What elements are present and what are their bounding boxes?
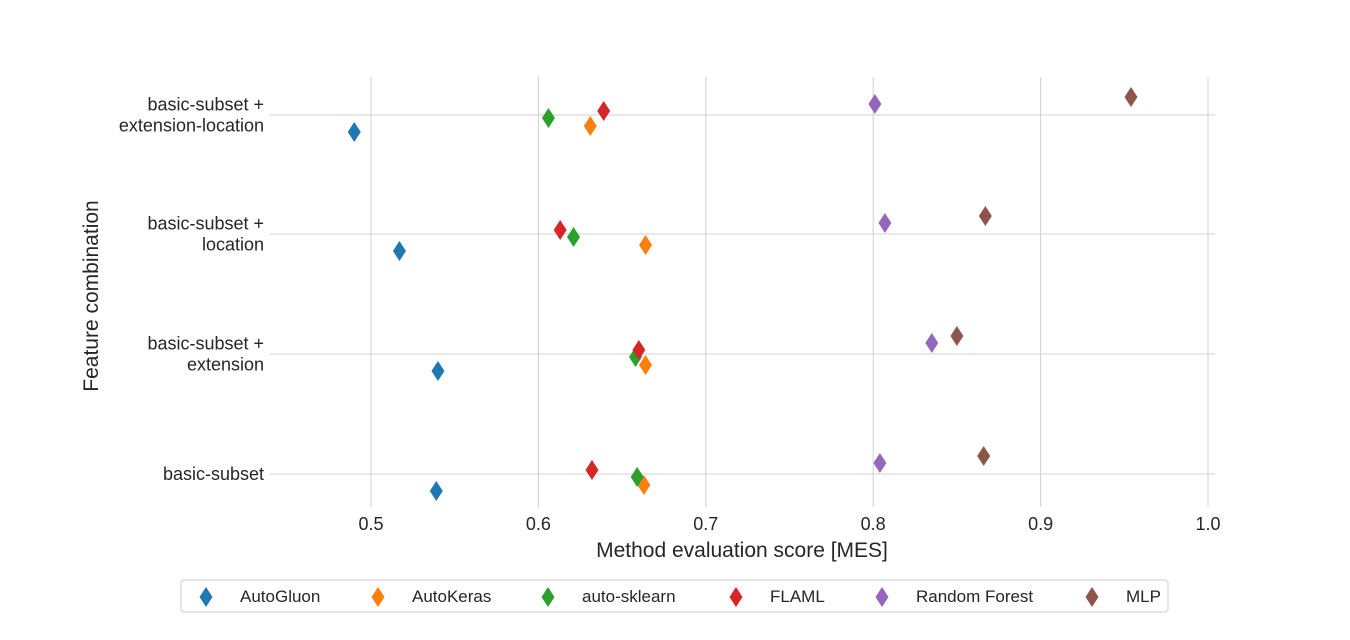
y-tick-label: basic-subset + [147,95,264,115]
data-point-autogluon [392,241,406,261]
legend-label: AutoGluon [240,587,320,606]
legend-marker [1085,587,1099,607]
data-point-flaml [632,340,646,360]
data-point-autokeras [639,235,653,255]
legend: AutoGluon AutoKeras auto-sklearn FLAML Rando… [180,579,1169,613]
legend-label: MLP [1126,587,1161,606]
data-point-flaml [597,101,611,121]
legend-label: AutoKeras [412,587,491,606]
data-point-random-forest [925,333,939,353]
data-point-mlp [977,446,991,466]
data-point-random-forest [868,94,882,114]
legend-frame [180,579,1169,613]
legend-label: Random Forest [916,587,1033,606]
x-tick-label: 0.7 [693,514,718,534]
data-point-random-forest [878,213,892,233]
y-axis-label: Feature combination [80,200,103,391]
data-point-flaml [553,220,567,240]
y-tick-label: extension [187,355,264,375]
data-point-flaml [585,460,599,480]
legend-marker [199,587,213,607]
grid [270,77,1215,507]
x-tick-label: 1.0 [1195,514,1220,534]
y-tick-label: basic-subset + [147,334,264,354]
data-point-auto-sklearn [541,108,555,128]
data-point-autogluon [431,361,445,381]
data-point-auto-sklearn [630,467,644,487]
x-axis-label: Method evaluation score [MES] [596,539,888,562]
x-tick-label: 0.6 [526,514,551,534]
data-point-autogluon [347,122,361,142]
y-tick-label: extension-location [119,116,264,136]
legend-marker [875,587,889,607]
legend-label: FLAML [770,587,825,606]
y-tick-label: basic-subset + [147,214,264,234]
y-tick-label: location [202,235,264,255]
y-tick-labels: basic-subset +extension-locationbasic-su… [119,95,264,485]
data-point-mlp [978,206,992,226]
legend-marker [371,587,385,607]
data-point-random-forest [873,453,887,473]
x-tick-labels: 0.5 0.6 0.7 0.8 0.9 1.0 [358,514,1220,534]
x-tick-label: 0.5 [358,514,383,534]
data-point-auto-sklearn [567,227,581,247]
x-tick-label: 0.8 [861,514,886,534]
x-tick-label: 0.9 [1028,514,1053,534]
y-tick-label: basic-subset [163,464,264,484]
legend-label: auto-sklearn [582,587,676,606]
data-point-autogluon [429,481,443,501]
data-point-mlp [950,326,964,346]
legend-marker [541,587,555,607]
data-point-autokeras [639,355,653,375]
data-markers [347,87,1138,501]
data-point-mlp [1124,87,1138,107]
legend-marker [729,587,743,607]
data-point-autokeras [583,116,597,136]
